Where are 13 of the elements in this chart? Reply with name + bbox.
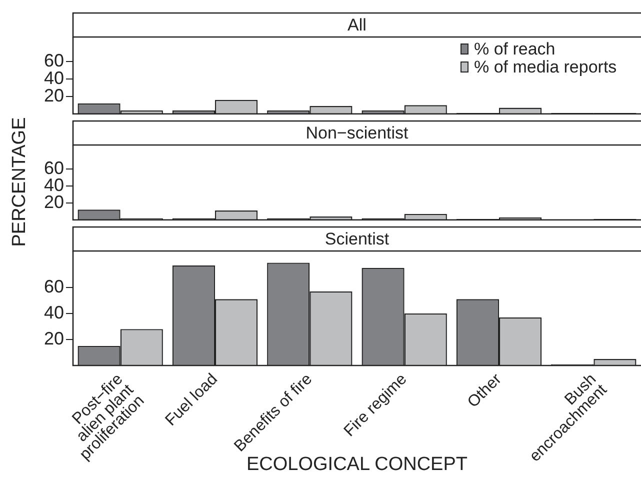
chart-title: Scientist (324, 230, 390, 249)
y-tick-label: 40 (44, 68, 64, 88)
y-tick-label: 60 (44, 276, 64, 296)
chart-title: Non−scientist (306, 124, 409, 143)
legend-label: % of media reports (474, 58, 617, 77)
y-tick-label: 40 (44, 302, 64, 322)
x-axis-title: ECOLOGICAL CONCEPT (246, 454, 468, 475)
legend-label: % of reach (474, 40, 556, 59)
y-axis-title: PERCENTAGE (9, 118, 30, 248)
y-tick-label: 20 (44, 328, 64, 348)
chart-title: All (348, 16, 366, 35)
y-tick-label: 60 (44, 50, 64, 70)
y-tick-label: 20 (44, 85, 64, 106)
